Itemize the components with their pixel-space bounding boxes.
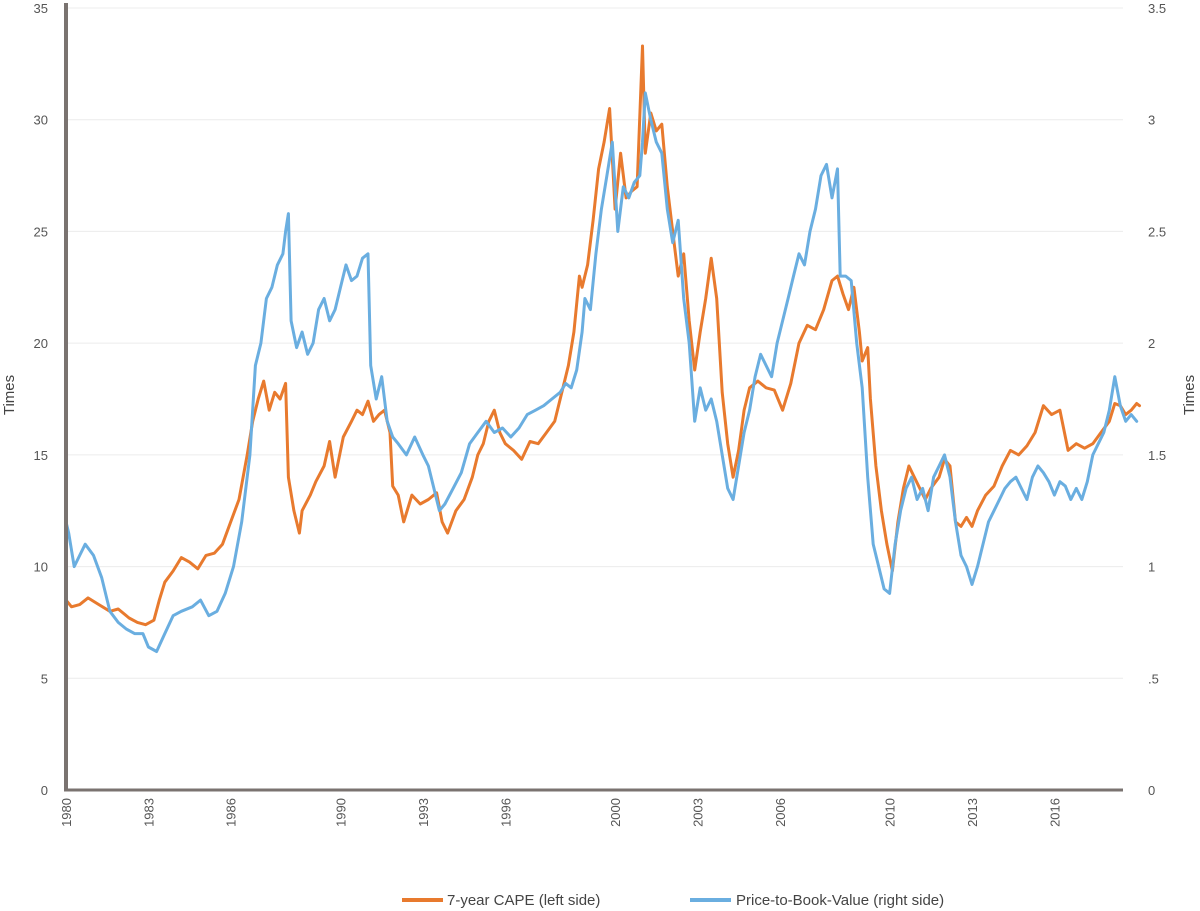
- right-tick-label: 1.5: [1148, 448, 1166, 463]
- right-tick-label: 1: [1148, 560, 1155, 575]
- x-tick-label: 2016: [1047, 798, 1062, 827]
- right-tick-label: 3.5: [1148, 1, 1166, 16]
- x-axis-group: 1980 1983 1986 1990 1993 1996 2000 2003 2006 2010…: [59, 788, 1123, 827]
- left-tick-label: 15: [34, 448, 48, 463]
- x-tick-label: 1986: [224, 798, 239, 827]
- right-tick-label: 0: [1148, 783, 1155, 798]
- left-tick-label: 20: [34, 336, 48, 351]
- left-axis-group: 0 5 10 15 20 25 30 35: [34, 1, 68, 798]
- right-tick-label: 2.5: [1148, 224, 1166, 239]
- left-tick-label: 25: [34, 224, 48, 239]
- right-tick-label: 3: [1148, 113, 1155, 128]
- left-tick-label: 35: [34, 1, 48, 16]
- left-tick-label: 5: [41, 671, 48, 686]
- x-tick-label: 1996: [498, 798, 513, 827]
- x-tick-label: 2003: [690, 798, 705, 827]
- x-tick-label: 2006: [773, 798, 788, 827]
- legend-label-pbv: Price-to-Book-Value (right side): [736, 892, 944, 909]
- left-tick-label: 10: [34, 560, 48, 575]
- gridlines-group: [66, 7, 1123, 679]
- x-tick-label: 1993: [416, 798, 431, 827]
- right-axis-title: Times: [1181, 375, 1198, 415]
- series-line-pbv: [64, 91, 1139, 653]
- x-tick-label: 2010: [883, 798, 898, 827]
- right-axis-group: 0 .5 1 1.5 2 2.5 3 3.5: [1148, 1, 1166, 798]
- left-tick-label: 30: [34, 113, 48, 128]
- left-axis-title: Times: [1, 375, 18, 415]
- x-tick-label: 2000: [608, 798, 623, 827]
- x-tick-label: 1980: [59, 798, 74, 827]
- right-tick-label: 2: [1148, 336, 1155, 351]
- right-tick-label: .5: [1148, 671, 1159, 686]
- x-tick-label: 1990: [334, 798, 349, 827]
- series-line-cape: [64, 44, 1141, 627]
- legend: 7-year CAPE (left side) Price-to-Book-Va…: [402, 892, 944, 909]
- x-tick-label: 2013: [965, 798, 980, 827]
- plot-series-group: [64, 44, 1141, 653]
- x-tick-label: 1983: [141, 798, 156, 827]
- legend-label-cape: 7-year CAPE (left side): [447, 892, 600, 909]
- left-tick-label: 0: [41, 783, 48, 798]
